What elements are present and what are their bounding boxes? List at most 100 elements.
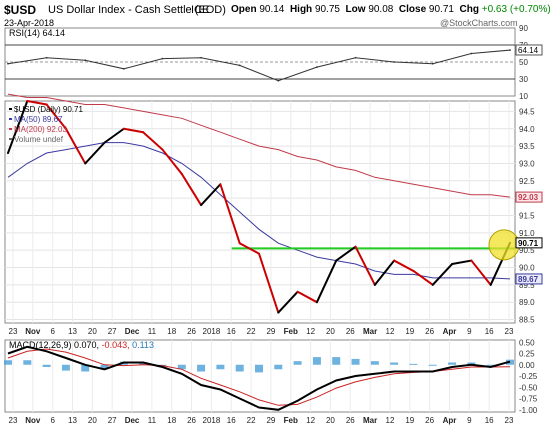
macd-histogram-bar — [100, 364, 109, 370]
price-last-box — [515, 273, 543, 285]
price-xtick-label: 16 — [485, 327, 494, 336]
price-ytick-label: 92.5 — [519, 177, 535, 186]
price-segment — [84, 141, 106, 165]
rsi-last-label: 64.14 — [518, 46, 539, 55]
price-xtick-label: 23 — [505, 327, 514, 336]
macd-legend: MACD(12,26,9) 0.070, -0.043, 0.113 — [9, 340, 154, 350]
macd-histogram-bar — [4, 360, 12, 365]
macd-histogram-bar — [370, 361, 379, 365]
macd-histogram-bar — [23, 360, 32, 365]
macd-xtick-label: 19 — [405, 416, 414, 425]
price-segment — [238, 242, 260, 255]
rsi-point — [431, 62, 434, 65]
rsi-point — [509, 49, 511, 51]
rsi-point — [7, 62, 9, 65]
rsi-point — [200, 56, 202, 59]
price-xtick-label: 20 — [326, 327, 335, 336]
rsi-point — [161, 57, 164, 60]
macd-xtick-label: 23 — [505, 416, 514, 425]
price-last-label: 90.71 — [518, 239, 539, 248]
price-xtick-label: 22 — [247, 327, 256, 336]
rsi-last-box — [515, 44, 543, 56]
macd-xtick-label: 23 — [9, 416, 18, 425]
price-xtick-label: 11 — [148, 327, 157, 336]
macd-histogram-bar — [177, 364, 186, 370]
chg-value: +0.63 (+0.70%) — [481, 4, 550, 15]
price-legend-entry: MA(200) 92.03 — [14, 125, 67, 134]
price-segment — [373, 259, 396, 286]
macd-xtick-label: 12 — [306, 416, 315, 425]
price-segment — [142, 131, 164, 151]
macd-legend-part: 0.070, — [74, 340, 102, 350]
macd-xtick-label: 12 — [386, 416, 395, 425]
close-label: Close — [398, 4, 427, 15]
price-last-box — [515, 191, 543, 203]
price-xtick-label: 20 — [88, 327, 97, 336]
watermark: @StockCharts.com — [440, 18, 518, 28]
rsi-ytick-label: 30 — [519, 75, 528, 84]
macd-histogram-bar — [216, 364, 225, 370]
rsi-point — [238, 64, 241, 67]
macd-histogram-bar — [293, 361, 302, 365]
rsi-point — [84, 59, 87, 62]
rsi-ytick-label: 90 — [519, 24, 528, 33]
macd-xtick-label: Mar — [363, 416, 377, 425]
macd-histogram-bar — [42, 364, 51, 367]
macd-xtick-label: 27 — [108, 416, 117, 425]
macd-histogram-bar — [61, 364, 70, 371]
price-ytick-label: 91.5 — [519, 211, 535, 220]
macd-histogram-bar — [197, 364, 206, 372]
price-last-box — [515, 237, 543, 249]
macd-xtick-label: 6 — [50, 416, 55, 425]
price-segment — [7, 100, 29, 155]
macd-ytick-label: 0.00 — [519, 361, 535, 370]
price-xtick-label: 9 — [467, 327, 472, 336]
macd-xtick-label: 11 — [148, 416, 157, 425]
rsi-point — [45, 56, 48, 59]
macd-histogram-bar — [409, 363, 418, 365]
ma50-line — [7, 142, 511, 280]
macd-xtick-label: 9 — [467, 416, 472, 425]
price-segment — [315, 259, 338, 304]
macd-xtick-label: 20 — [88, 416, 97, 425]
price-ytick-label: 94.5 — [519, 107, 535, 116]
macd-xtick-label: 20 — [326, 416, 335, 425]
macd-histogram-bar — [448, 362, 457, 365]
rsi-point — [316, 66, 318, 68]
price-ytick-label: 90.0 — [519, 264, 535, 273]
macd-ytick-label: -0.75 — [519, 395, 538, 404]
price-xtick-label: 16 — [227, 327, 236, 336]
price-xtick-label: 18 — [167, 327, 176, 336]
price-xtick-label: Nov — [25, 327, 41, 336]
high-value: 90.75 — [314, 4, 340, 15]
price-ytick-label: 94.0 — [519, 125, 535, 134]
price-segment — [103, 127, 125, 144]
quote-bar: Open 90.14 High 90.75 Low 90.08 Close 90… — [231, 4, 550, 15]
rsi-series-line — [7, 49, 511, 82]
price-segment — [412, 269, 434, 286]
price-ytick-label: 88.5 — [519, 316, 535, 325]
price-segment — [354, 245, 376, 286]
rsi-ytick-label: 10 — [519, 92, 528, 101]
price-xtick-label: 26 — [346, 327, 355, 336]
macd-xtick-label: 26 — [346, 416, 355, 425]
price-ytick-label: 93.0 — [519, 159, 535, 168]
price-xtick-label: Feb — [284, 327, 298, 336]
macd-histogram-bar — [255, 364, 263, 373]
price-xtick-label: 12 — [386, 327, 395, 336]
price-segment — [180, 172, 203, 207]
price-xtick-label: 29 — [266, 327, 275, 336]
price-segment — [258, 252, 280, 314]
price-segment — [219, 183, 241, 245]
rsi-point — [393, 61, 396, 63]
low-label: Low — [345, 4, 366, 15]
price-xtick-label: 12 — [306, 327, 315, 336]
macd-histogram-bar — [81, 364, 90, 372]
macd-xtick-label: 22 — [247, 416, 256, 425]
price-segment — [200, 183, 222, 207]
price-xtick-label: 13 — [68, 327, 77, 336]
close-value: 90.71 — [428, 4, 454, 15]
price-xtick-label: 23 — [9, 327, 18, 336]
price-ytick-label: 90.5 — [519, 246, 535, 255]
